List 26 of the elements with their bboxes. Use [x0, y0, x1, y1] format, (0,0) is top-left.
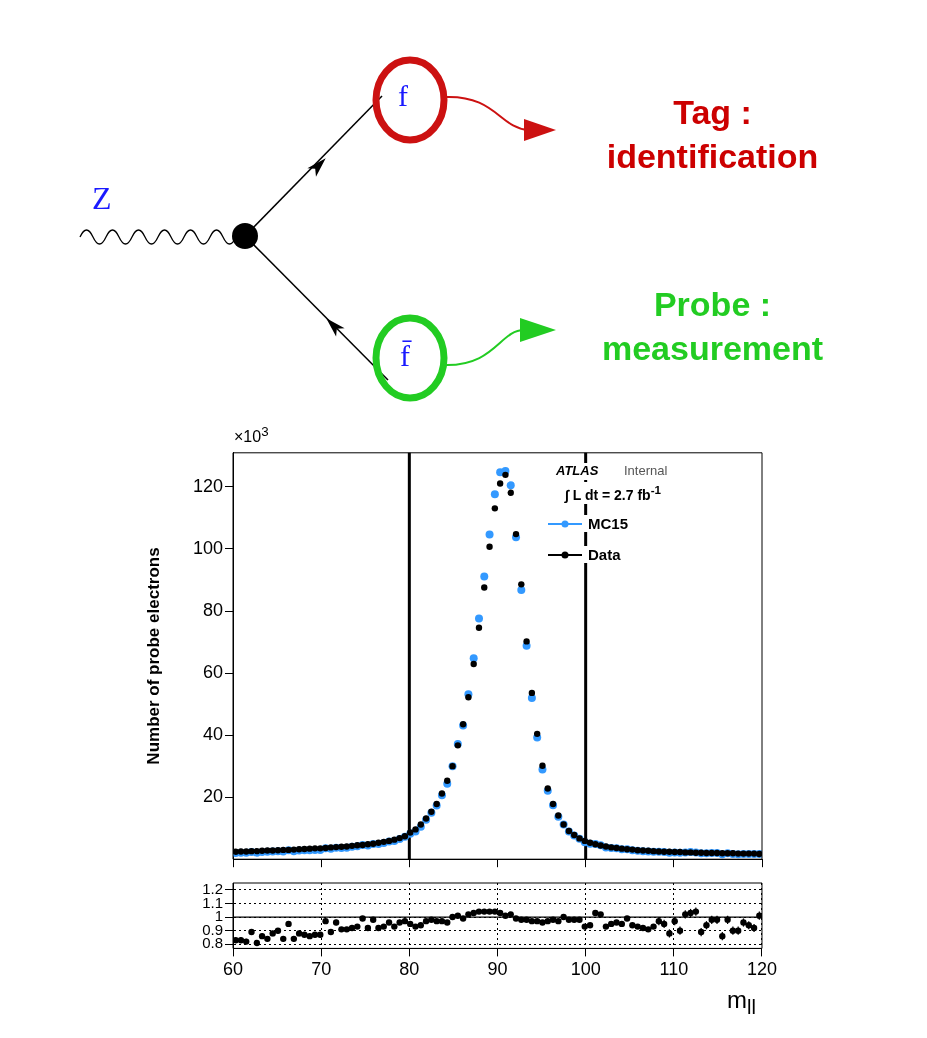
x-tick-label: 70: [311, 959, 332, 980]
annotation: Internal: [624, 463, 668, 480]
text: f̄: [400, 336, 410, 375]
x-tick-label: 100: [570, 959, 601, 980]
x-tick-label: 90: [487, 959, 508, 980]
text: Tag : identification: [570, 90, 855, 179]
legend-label: MC15: [588, 515, 629, 532]
text: Probe : measurement: [570, 282, 855, 371]
text: f: [398, 76, 408, 115]
annotation: ∫ L dt = 2.7 fb$^{-1}$: [565, 482, 662, 504]
y-axis-title: Number of probe electrons: [143, 547, 163, 765]
x-tick-label: 80: [399, 959, 420, 980]
annotation: ATLAS: [556, 463, 599, 480]
x-axis-title: m$_{ll}$: [727, 986, 756, 1019]
text: ×10$^{3}$: [234, 423, 269, 449]
x-tick-label: 120: [746, 959, 778, 980]
y-tick-label: 100: [192, 537, 223, 558]
y-tick-label: 80: [202, 599, 223, 620]
y-tick-label: 60: [202, 662, 223, 683]
y-tick-label: 40: [202, 724, 223, 745]
x-tick-label: 60: [222, 959, 244, 980]
legend-label: Data: [588, 546, 621, 563]
x-tick-label: 110: [659, 959, 689, 980]
text: Z: [92, 178, 112, 220]
y-tick-label: 120: [192, 475, 223, 496]
y-tick-label: 20: [202, 786, 223, 807]
